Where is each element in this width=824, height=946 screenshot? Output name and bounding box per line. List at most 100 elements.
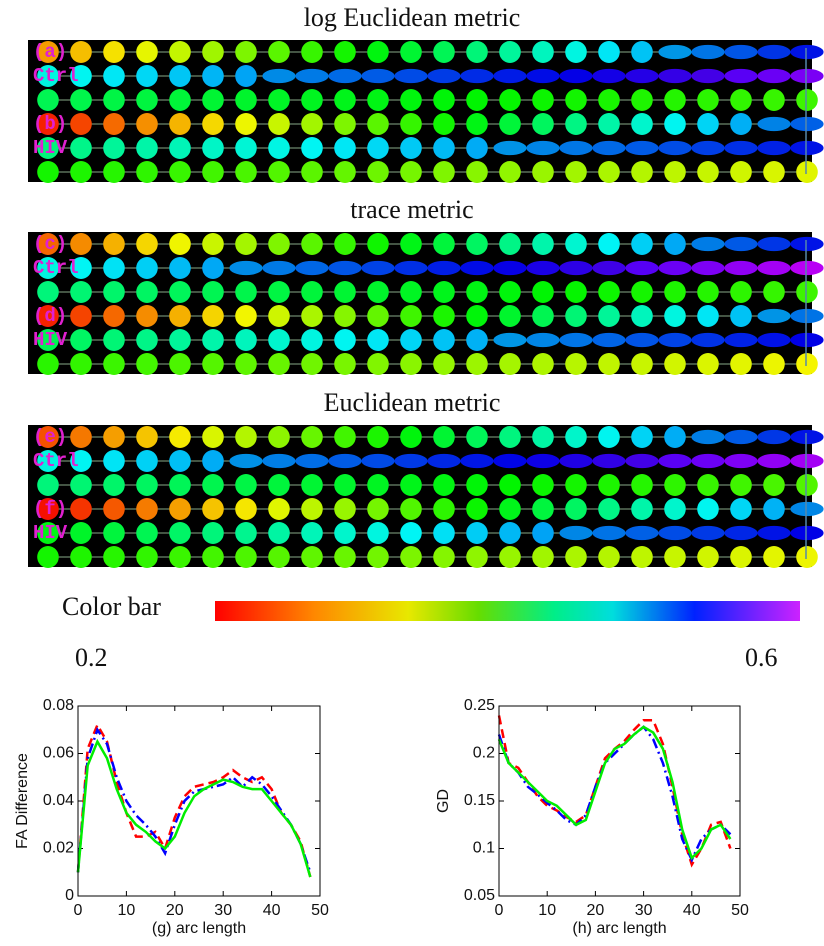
tensor-glyph — [268, 305, 290, 327]
tensor-glyph — [202, 65, 224, 87]
tensor-glyph — [493, 140, 527, 156]
tensor-glyph — [433, 233, 455, 255]
tensor-glyph — [499, 353, 521, 375]
tensor-glyph — [235, 426, 257, 448]
panel-label: (e) — [33, 426, 67, 448]
tensor-glyph — [367, 113, 389, 135]
tensor-glyph — [433, 474, 455, 496]
tensor-glyph — [400, 233, 422, 255]
tensor-glyph — [757, 260, 791, 276]
tensor-glyph — [262, 453, 296, 469]
tensor-glyph — [565, 41, 587, 63]
tensor-glyph — [136, 450, 158, 472]
tensor-glyph — [460, 453, 494, 469]
tensor-glyph — [334, 353, 356, 375]
tensor-glyph — [730, 498, 752, 520]
series-line — [497, 725, 732, 863]
tensor-glyph — [664, 113, 686, 135]
tensor-glyph — [499, 498, 521, 520]
tensor-glyph — [631, 89, 653, 111]
tensor-glyph — [37, 474, 59, 496]
tensor-glyph — [724, 525, 758, 541]
tensor-glyph — [235, 329, 257, 351]
tensor-glyph — [367, 41, 389, 63]
tensor-glyph — [565, 353, 587, 375]
x-tick-label: 20 — [166, 902, 184, 919]
tensor-glyph — [433, 137, 455, 159]
tensor-glyph — [202, 353, 224, 375]
tensor-glyph — [757, 116, 791, 132]
tensor-glyph — [466, 281, 488, 303]
tensor-glyph — [757, 140, 791, 156]
tensor-glyph — [400, 113, 422, 135]
panel-background — [28, 40, 812, 182]
tensor-glyph — [268, 89, 290, 111]
tensor-glyph — [691, 453, 725, 469]
tensor-glyph — [658, 260, 692, 276]
tensor-glyph — [631, 113, 653, 135]
tensor-glyph — [202, 233, 224, 255]
tensor-glyph — [202, 450, 224, 472]
tensor-glyph — [334, 41, 356, 63]
tensor-glyph — [532, 233, 554, 255]
tensor-glyph — [37, 89, 59, 111]
tensor-glyph — [169, 522, 191, 544]
plot-frame — [498, 705, 741, 897]
tensor-glyph — [724, 332, 758, 348]
tensor-glyph — [328, 68, 362, 84]
tensor-glyph — [268, 474, 290, 496]
x-tick-label: 10 — [538, 902, 556, 919]
tensor-glyph — [169, 426, 191, 448]
tensor-glyph — [103, 426, 125, 448]
tensor-glyph — [790, 236, 824, 252]
tensor-glyph — [367, 161, 389, 183]
tensor-glyph — [724, 429, 758, 445]
tensor-glyph — [433, 546, 455, 568]
tensor-glyph — [295, 453, 329, 469]
tensor-glyph — [103, 305, 125, 327]
x-tick-label: 50 — [311, 902, 329, 919]
tensor-glyph — [400, 161, 422, 183]
tensor-glyph — [70, 426, 92, 448]
tensor-glyph — [136, 353, 158, 375]
tensor-glyph — [334, 89, 356, 111]
tensor-glyph — [697, 281, 719, 303]
tensor-glyph — [466, 137, 488, 159]
tensor-glyph — [235, 65, 257, 87]
tensor-glyph — [466, 113, 488, 135]
tensor-glyph — [427, 68, 461, 84]
tensor-glyph — [202, 89, 224, 111]
tensor-glyph — [301, 426, 323, 448]
tensor-glyph — [103, 450, 125, 472]
tensor-glyph — [730, 89, 752, 111]
tensor-glyph — [301, 137, 323, 159]
tensor-glyph — [136, 65, 158, 87]
tensor-glyph — [301, 113, 323, 135]
tensor-glyph — [664, 474, 686, 496]
tensor-glyph — [526, 68, 560, 84]
tensor-glyph — [70, 41, 92, 63]
tensor-glyph — [229, 453, 263, 469]
tensor-glyph — [367, 546, 389, 568]
tensor-glyph — [70, 161, 92, 183]
series-line — [76, 722, 312, 878]
tensor-glyph — [37, 65, 59, 87]
tensor-glyph — [526, 260, 560, 276]
panel-title: trace metric — [350, 195, 473, 224]
y-tick-label: 0.02 — [43, 840, 74, 857]
tensor-glyph — [433, 329, 455, 351]
tensor-glyph — [796, 89, 818, 111]
tensor-glyph — [103, 522, 125, 544]
tensor-glyph — [103, 353, 125, 375]
tensor-glyph — [367, 233, 389, 255]
tensor-glyph — [790, 429, 824, 445]
tensor-glyph — [361, 260, 395, 276]
tensor-glyph — [367, 281, 389, 303]
tensor-glyph — [361, 453, 395, 469]
tensor-glyph — [367, 89, 389, 111]
tensor-glyph — [493, 68, 527, 84]
tensor-glyph — [70, 353, 92, 375]
tensor-glyph — [400, 281, 422, 303]
tensor-glyph — [499, 41, 521, 63]
tensor-glyph — [268, 498, 290, 520]
